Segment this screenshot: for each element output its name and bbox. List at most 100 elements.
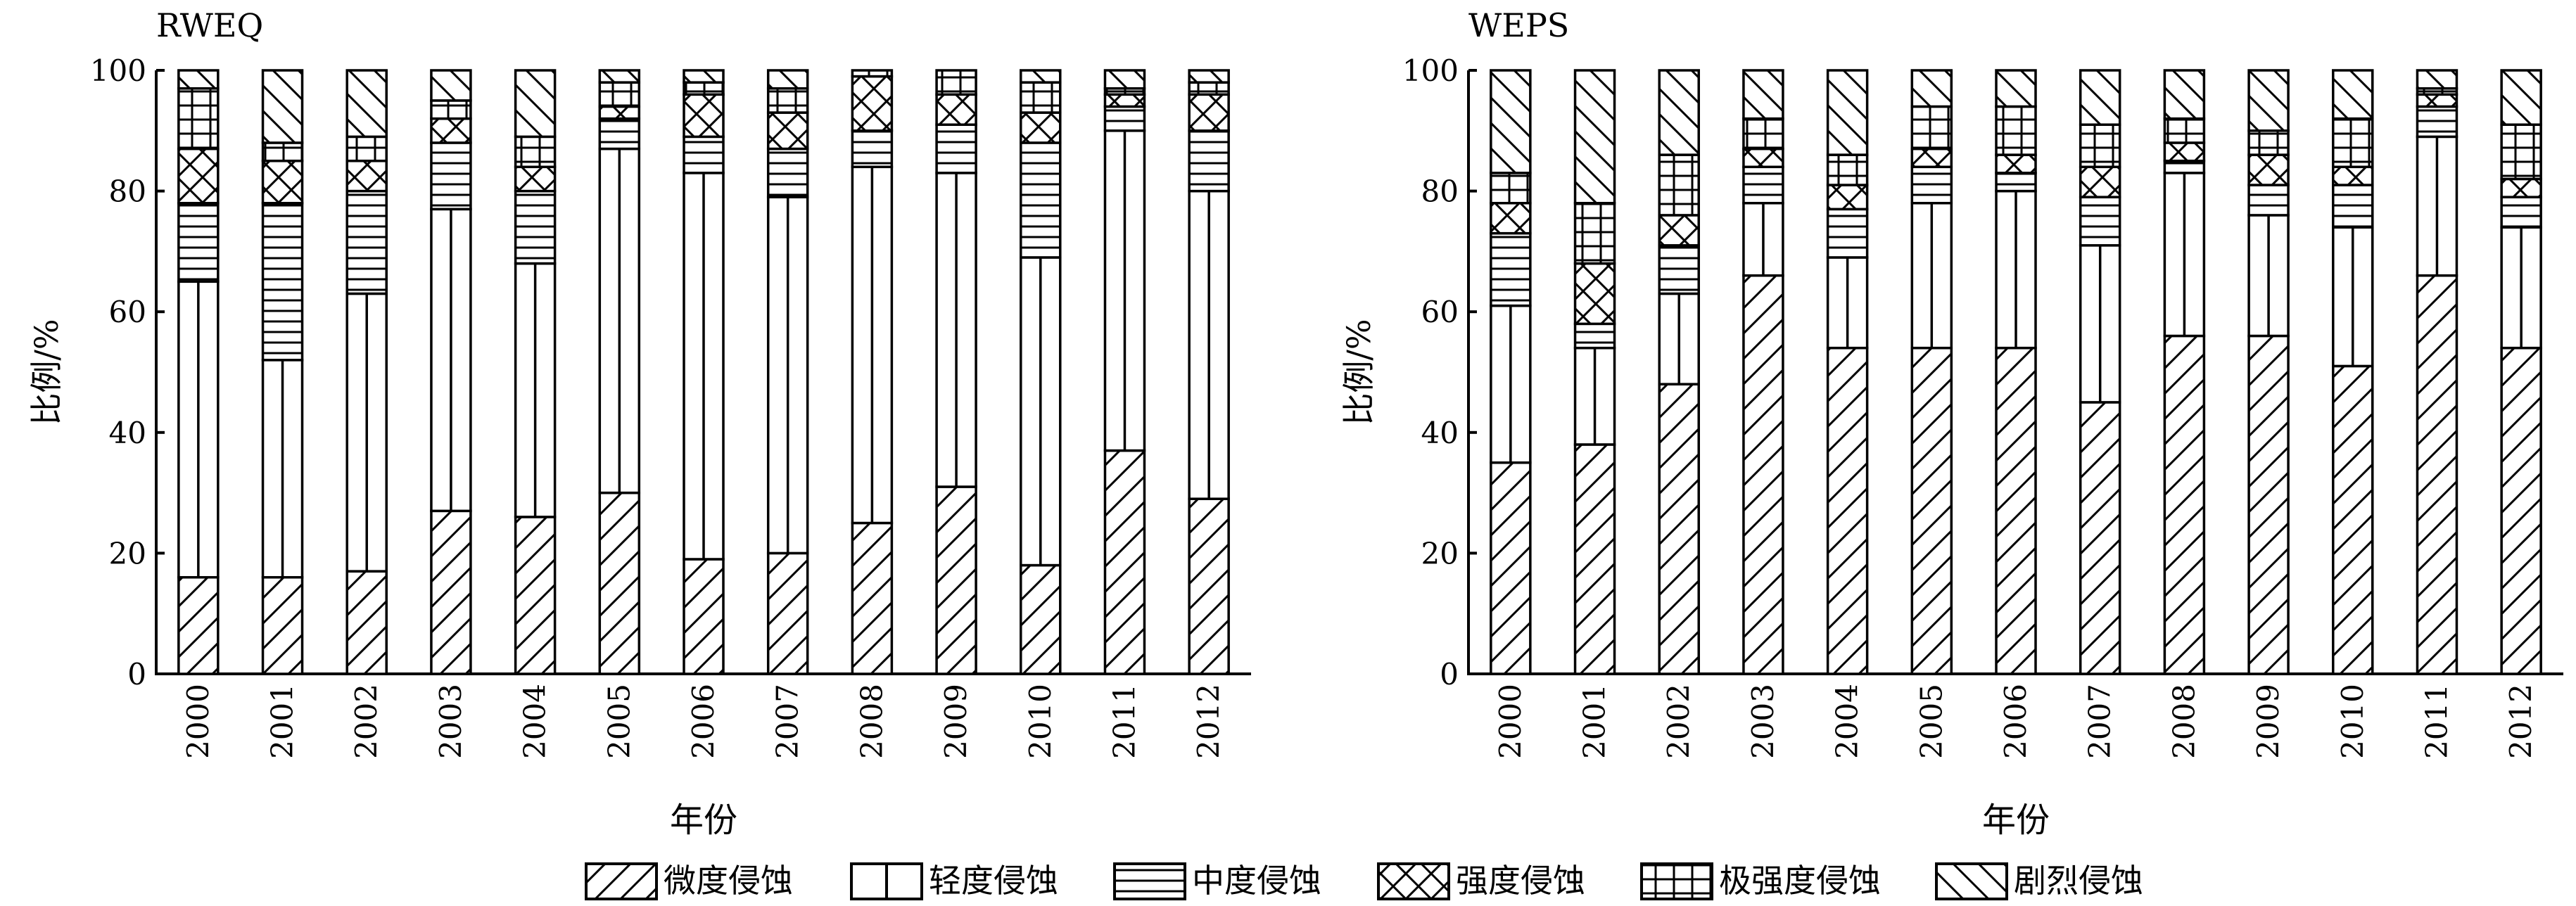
- bar-segment-2002-s3: [345, 159, 388, 193]
- bar-segment-2011-s2: [2416, 105, 2458, 139]
- bar-segment-2000-s0: [1490, 461, 1532, 675]
- bar-segment-2006-s2: [683, 135, 725, 174]
- y-axis-label: 比例/%: [1340, 319, 1378, 425]
- bar-segment-2004-s4: [514, 135, 557, 169]
- bar-segment-2006-s0: [1995, 346, 2037, 675]
- bar-segment-2007-s5: [2079, 69, 2121, 126]
- bar-segment-2000-s2: [177, 202, 220, 283]
- bar-segment-2001-s4: [261, 141, 304, 162]
- bar-segment-2006-s3: [683, 93, 725, 139]
- x-tick-label: 2004: [518, 684, 552, 759]
- y-tick-label: 20: [109, 536, 146, 570]
- bar-segment-2005-s3: [1910, 147, 1953, 169]
- x-tick-label: 2003: [1746, 684, 1780, 759]
- bar-segment-2002-s5: [345, 69, 388, 139]
- bar-segment-2010-s3: [2332, 165, 2374, 186]
- bar-segment-2005-s5: [1910, 69, 1953, 108]
- bar-segment-2001-s5: [261, 69, 304, 144]
- bar-segment-2003-s0: [1742, 274, 1784, 675]
- bar-segment-2012-s0: [1188, 497, 1230, 675]
- bar-segment-2002-s5: [1658, 69, 1700, 156]
- bar-segment-2004-s2: [1826, 208, 1869, 259]
- bar-segment-2007-s0: [766, 551, 809, 675]
- bar-segment-2003-s3: [430, 117, 472, 144]
- bar-segment-2006-s5: [683, 69, 725, 84]
- bar-segment-2011-s3: [2416, 93, 2458, 108]
- bar-segment-2001-s0: [261, 575, 304, 675]
- bar-segment-2009-s0: [2247, 334, 2290, 675]
- legend-label-1: 轻度侵蚀: [929, 862, 1058, 900]
- bar-segment-2008-s4: [851, 69, 894, 78]
- bar-segment-2001-s5: [1573, 69, 1616, 205]
- x-axis-label: 年份: [670, 800, 737, 840]
- bar-segment-2007-s2: [766, 147, 809, 198]
- bar-segment-2000-s3: [1490, 202, 1532, 235]
- chart-panel-weps: WEPS 0 20 40 60 80 100 比例/% 2000 2001 2002 2003 2004…: [1340, 6, 2563, 840]
- bar-segment-2002-s0: [345, 570, 388, 675]
- bar-segment-2004-s0: [514, 516, 557, 675]
- bar-segment-2007-s4: [766, 87, 809, 114]
- bar-segment-2001-s2: [1573, 322, 1616, 350]
- bar-segment-2001-s3: [261, 159, 304, 205]
- bar-segment-2003-s5: [1742, 69, 1784, 120]
- x-tick-label: 2012: [1191, 684, 1226, 759]
- bar-segment-2005-s0: [1910, 346, 1953, 675]
- bar-segment-2001-s0: [1573, 443, 1616, 675]
- legend-label-0: 微度侵蚀: [664, 862, 793, 900]
- y-tick-label: 0: [127, 657, 146, 691]
- x-tick-label: 2010: [1023, 684, 1058, 759]
- y-tick-label: 40: [109, 416, 146, 450]
- bar-segment-2004-s5: [1826, 69, 1869, 156]
- y-axis-label: 比例/%: [27, 319, 65, 425]
- x-tick-label: 2006: [1998, 684, 2033, 759]
- bar-segment-2012-s2: [2500, 196, 2542, 229]
- bar-segment-2004-s2: [514, 189, 557, 265]
- bar-segment-2000-s4: [1490, 172, 1532, 205]
- x-tick-label: 2008: [854, 684, 889, 759]
- bar-segment-2010-s0: [2332, 364, 2374, 675]
- legend-swatch-2: [1113, 862, 1186, 900]
- bar-segment-2010-s0: [1020, 563, 1062, 675]
- bar-segment-2002-s4: [1658, 153, 1700, 217]
- y-tick-label: 40: [1421, 416, 1459, 450]
- bar-segment-2005-s4: [1910, 105, 1953, 151]
- bar-segment-2000-s3: [177, 147, 220, 205]
- y-tick-label: 60: [109, 295, 146, 329]
- bar-segment-2008-s4: [2163, 117, 2206, 144]
- chart-panel-rweq: RWEQ 0 20 40 60 80 100 比例/% 2000 2001 2002 2003 2004…: [27, 6, 1251, 840]
- bar-segment-2006-s5: [1995, 69, 2037, 108]
- bar-segment-2004-s0: [1826, 346, 1869, 675]
- chart-title: RWEQ: [156, 6, 263, 44]
- bar-segment-2009-s3: [2247, 153, 2290, 186]
- y-tick-label: 100: [1402, 53, 1459, 88]
- bar-segment-2000-s5: [1490, 69, 1532, 174]
- bar-segment-2003-s4: [430, 99, 472, 120]
- bar-segment-2006-s4: [1995, 105, 2037, 156]
- bar-segment-2000-s5: [177, 69, 220, 90]
- x-tick-label: 2006: [686, 684, 721, 759]
- x-tick-label: 2004: [1830, 684, 1865, 759]
- x-tick-label: 2000: [181, 684, 215, 759]
- bar-segment-2005-s3: [598, 105, 641, 120]
- bar-segment-2003-s3: [1742, 147, 1784, 169]
- y-tick-label: 100: [90, 53, 146, 88]
- bar-segment-2012-s4: [2500, 123, 2542, 181]
- x-tick-label: 2002: [349, 684, 383, 759]
- bar-segment-2001-s4: [1573, 202, 1616, 265]
- y-tick-label: 0: [1440, 657, 1459, 691]
- x-tick-label: 2007: [2083, 684, 2117, 759]
- bar-segment-2003-s0: [430, 509, 472, 675]
- bar-segment-2012-s2: [1188, 129, 1230, 193]
- bar-segment-2009-s3: [935, 93, 977, 126]
- bar-segment-2007-s2: [2079, 196, 2121, 247]
- bar-segment-2006-s4: [683, 81, 725, 96]
- bar-segment-2004-s3: [1826, 184, 1869, 211]
- chart-title: WEPS: [1468, 6, 1569, 44]
- bar-segment-2003-s4: [1742, 117, 1784, 151]
- legend-label-5: 剧烈侵蚀: [2014, 862, 2143, 900]
- bar-segment-2001-s3: [1573, 262, 1616, 326]
- bar-segment-2002-s0: [1658, 383, 1700, 675]
- bar-segment-2007-s0: [2079, 401, 2121, 675]
- bar-segment-2000-s4: [177, 87, 220, 151]
